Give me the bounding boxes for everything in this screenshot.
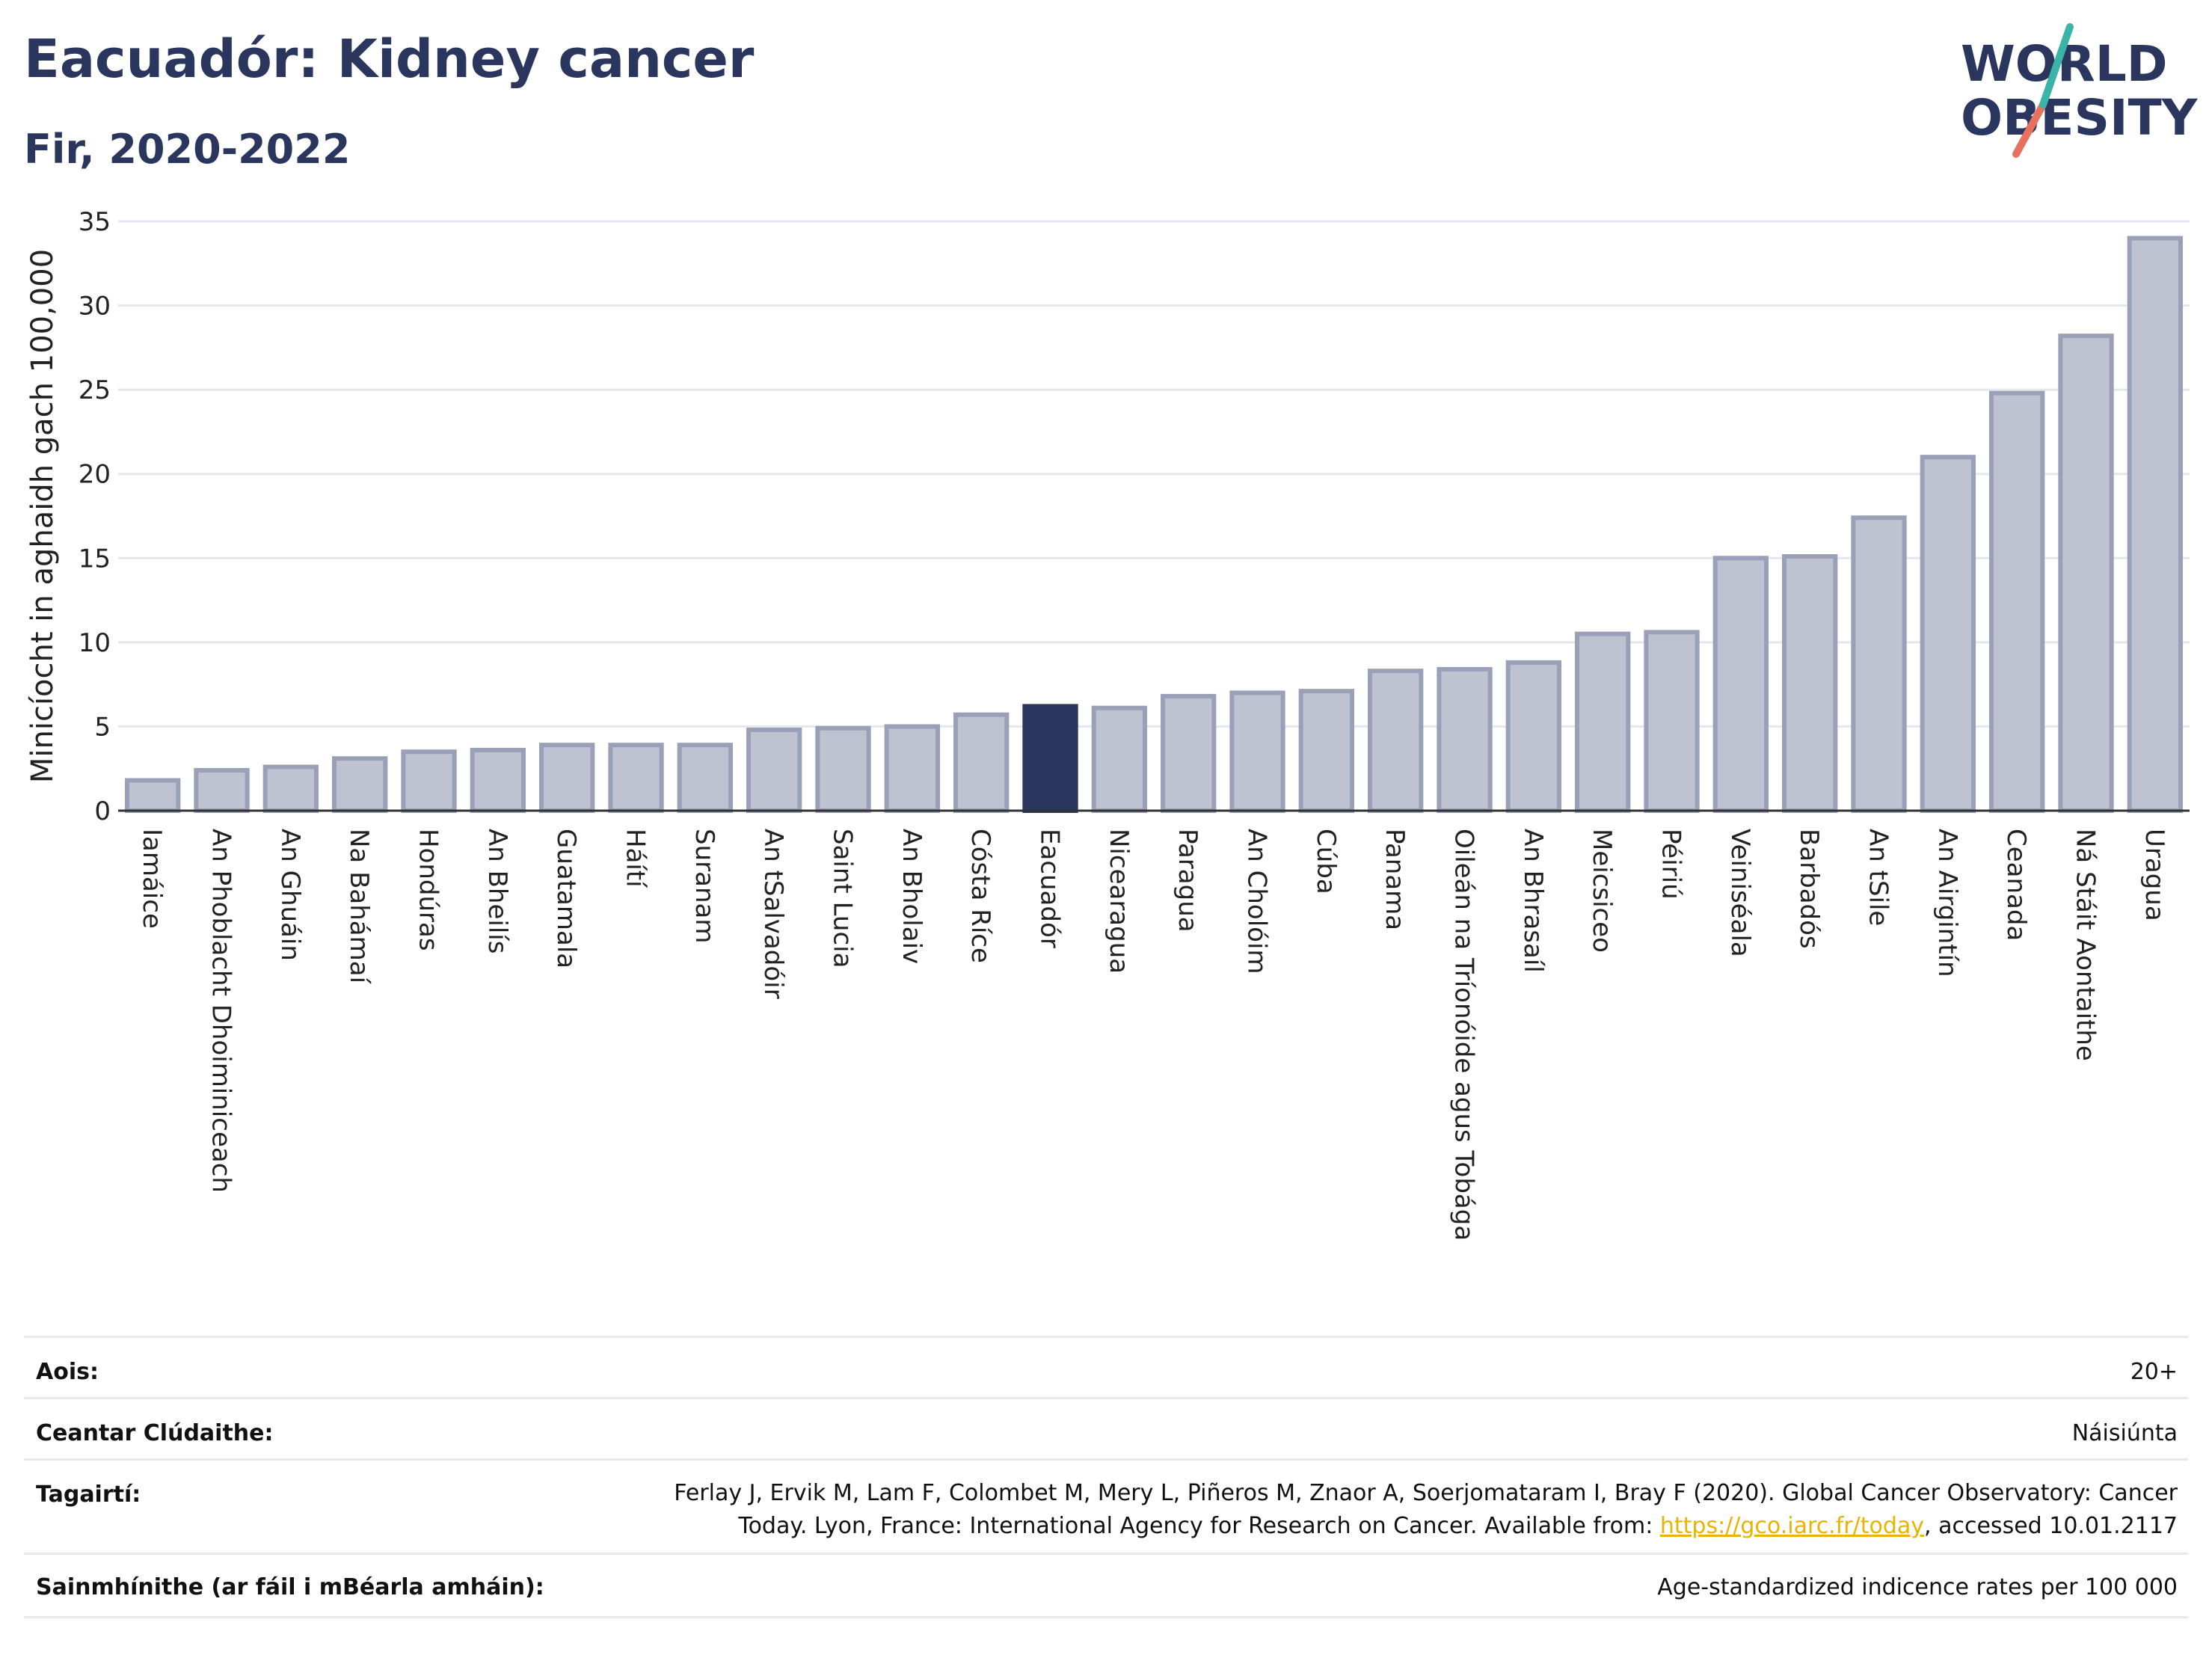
y-tick-label: 10 [79,628,111,658]
meta-row-definitions: Sainmhínithe (ar fáil i mBéarla amháin):… [24,1553,2188,1618]
x-tick-label: Eacuadór [1035,829,1065,948]
meta-age-label: Aois: [36,1359,99,1385]
reference-link[interactable]: https://gco.iarc.fr/today [1659,1513,1925,1539]
bar [1298,689,1354,813]
x-tick-label: An tSalvadóir [758,829,788,999]
bar [1022,704,1078,814]
x-tick-label: Uragua [2139,829,2169,921]
bar [1989,390,2045,813]
meta-row-age: Aois: 20+ [24,1336,2188,1399]
bar [1644,630,1700,813]
y-tick-label: 25 [79,375,111,405]
bar [539,743,595,813]
x-tick-label: Suranam [689,829,719,943]
bar [1920,455,1976,813]
x-tick-label: Cósta Ríce [965,829,995,963]
page-subtitle: Fir, 2020-2022 [24,126,351,173]
bar [262,764,319,814]
x-tick-label: An Bheilís [482,829,512,954]
bar [608,743,664,813]
bar [1437,666,1493,813]
x-axis-ticks: Iamáice An Phoblacht Dhoiminiceach An Ghuá… [137,829,2169,1241]
meta-def-value: Age-standardized indicence rates per 100… [1657,1574,2178,1600]
bar [194,767,250,813]
bar [470,747,526,813]
x-tick-label: An Bhrasaíl [1518,829,1548,973]
logo-slash-teal [2039,23,2074,108]
x-tick-label: Ceanada [2001,829,2031,941]
bar [1368,669,1424,813]
bar [1712,556,1769,813]
bar [1505,660,1561,813]
y-tick-label: 20 [79,460,111,490]
bar-chart: 0 5 10 15 20 25 30 35 Iamáice An Phoblacht Dhoim… [25,207,2190,1241]
x-tick-label: Iamáice [137,829,167,929]
x-tick-label: Hondúras [414,829,443,951]
meta-def-label: Sainmhínithe (ar fáil i mBéarla amháin): [36,1574,544,1600]
bar [1851,515,1907,813]
x-tick-label: Panama [1380,829,1410,930]
world-obesity-logo: WORLD OBESITY [1961,23,2199,158]
meta-area-label: Ceantar Clúdaithe: [36,1420,274,1446]
bar [953,712,1010,813]
bar [677,743,733,813]
meta-ref-text-1: Ferlay J, Ervik M, Lam F, Colombet M, Me… [674,1480,2178,1539]
meta-area-value: Náisiúnta [2071,1420,2178,1446]
bar [815,725,871,813]
bar [1161,693,1217,813]
x-tick-label: An tSile [1864,829,1893,926]
chart-gridlines [118,220,2190,728]
x-tick-label: Na Bahámaí [344,829,374,985]
bar [1575,631,1631,813]
logo-line-2: OBESITY [1961,89,2199,147]
page-title: Eacuadór: Kidney cancer [24,28,755,90]
meta-row-area: Ceantar Clúdaithe: Náisiúnta [24,1397,2188,1461]
x-tick-label: Nicearagua [1104,829,1134,974]
chart-bars [125,236,2183,814]
y-tick-label: 30 [79,292,111,322]
meta-ref-value: Ferlay J, Ervik M, Lam F, Colombet M, Me… [607,1477,2178,1543]
bar [332,756,388,813]
x-tick-label: Meicsiceo [1587,829,1617,953]
x-tick-label: Péiriú [1656,829,1686,900]
x-tick-label: Veiniséala [1725,829,1755,957]
bar [1229,690,1285,814]
y-tick-label: 5 [94,712,111,742]
x-tick-label: An Cholóim [1242,829,1272,974]
x-tick-label: Oileán na Tríonóide agus Tobága [1449,829,1479,1241]
bar [2058,334,2114,813]
x-tick-label: Saint Lucia [828,829,858,968]
x-tick-label: Paragua [1173,829,1202,933]
y-tick-label: 0 [94,796,111,826]
bar [746,727,802,814]
bar [125,778,181,813]
x-tick-label: Ná Stáit Aontaithe [2071,829,2101,1061]
y-axis-ticks: 0 5 10 15 20 25 30 35 [79,207,111,826]
y-tick-label: 15 [79,544,111,574]
meta-ref-label: Tagairtí: [36,1481,141,1508]
x-tick-label: Cúba [1311,829,1341,894]
x-tick-label: Háítí [621,829,651,888]
bar [1091,705,1147,813]
x-tick-label: An Ghuáin [275,829,305,961]
y-axis-label: Minicíocht in aghaidh gach 100,000 [25,249,60,783]
x-tick-label: An Phoblacht Dhoiminiceach [206,829,236,1193]
x-tick-label: An Bholaiv [897,829,927,964]
bar [1782,554,1838,814]
x-tick-label: An Airgintín [1932,829,1962,977]
meta-row-references: Tagairtí: Ferlay J, Ervik M, Lam F, Colo… [24,1458,2188,1555]
bar [884,724,940,814]
logo-slash-coral [2012,101,2047,158]
meta-ref-text-2: , accessed 10.01.2117 [1924,1513,2178,1539]
bar [401,749,457,814]
x-tick-label: Guatamala [551,829,581,968]
x-tick-label: Barbadós [1794,829,1824,949]
y-tick-label: 35 [79,207,111,237]
bar [2127,236,2183,813]
metadata-table: Aois: 20+ Ceantar Clúdaithe: Náisiúnta T… [24,1336,2188,1620]
meta-age-value: 20+ [2130,1359,2178,1385]
